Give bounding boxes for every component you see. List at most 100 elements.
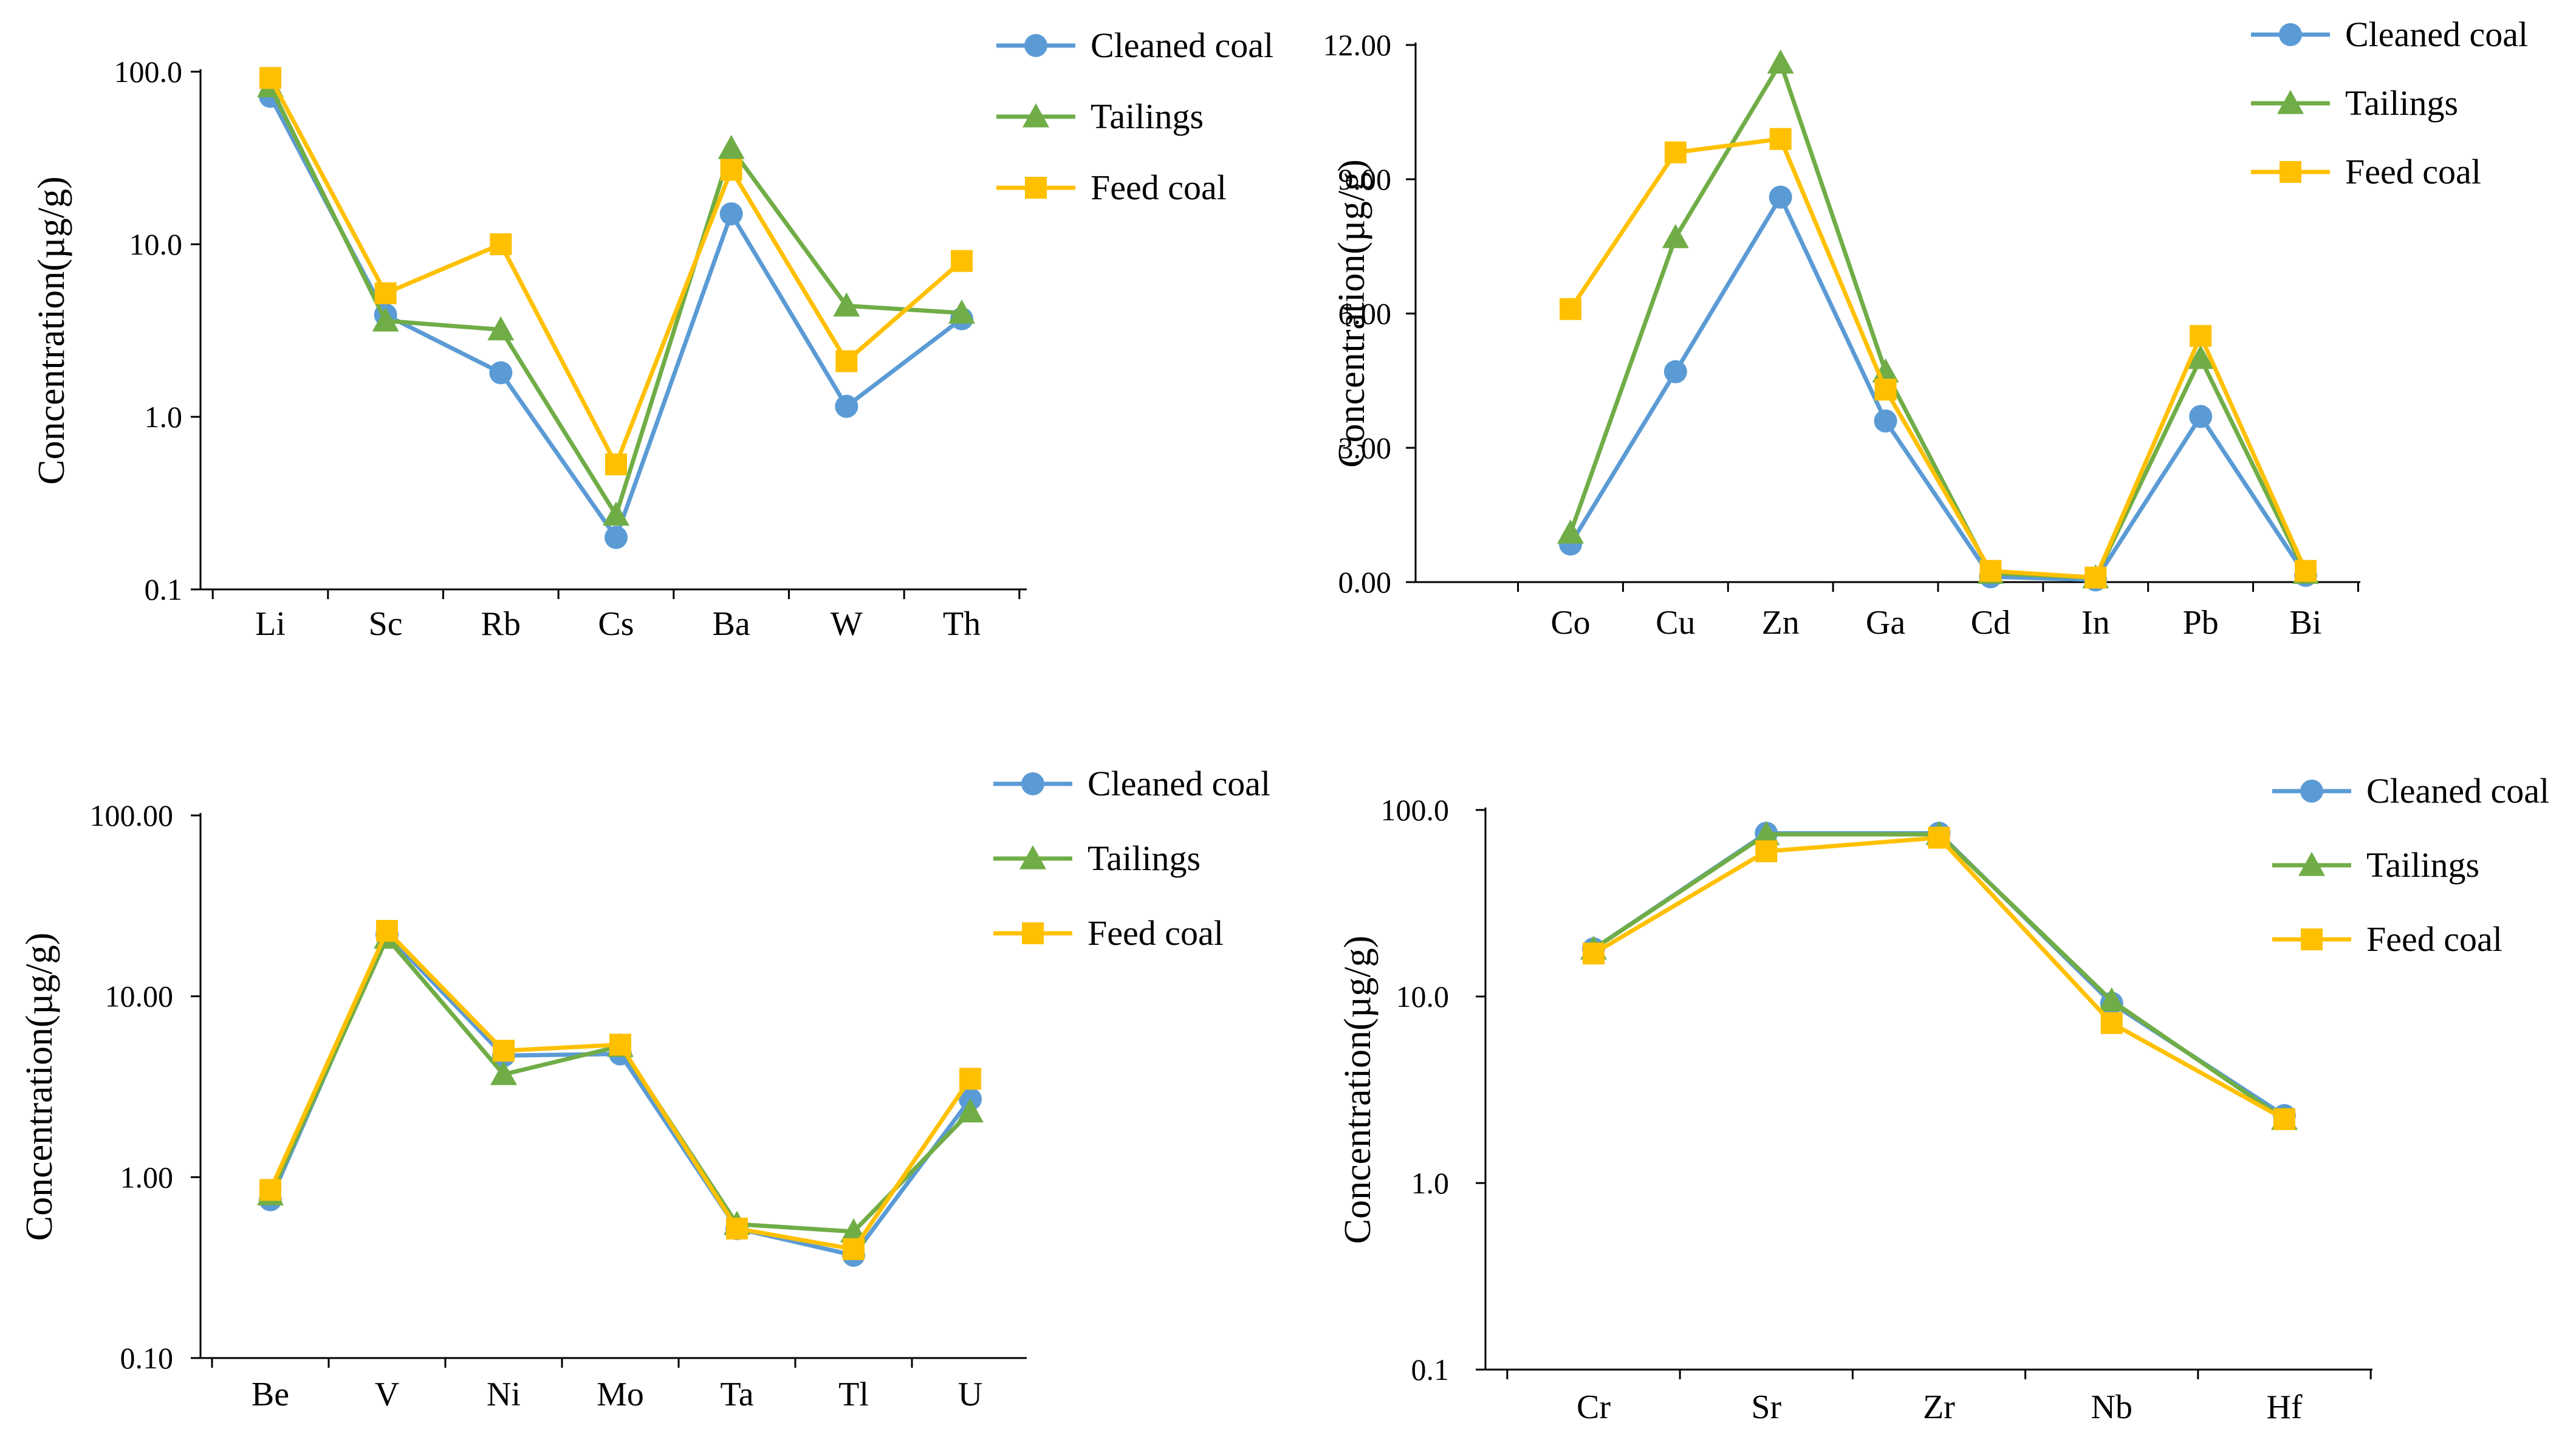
data-point (259, 1179, 281, 1201)
data-point (833, 292, 860, 317)
data-point (2273, 1108, 2295, 1130)
x-tick-label: Cs (598, 605, 634, 643)
data-point (2098, 987, 2125, 1012)
data-point (2100, 1012, 2123, 1034)
legend-marker (1021, 772, 1044, 795)
data-point (1663, 360, 1687, 383)
legend-marker (2301, 928, 2323, 950)
y-tick-label: 1.0 (1411, 1166, 1450, 1200)
x-tick-label: U (958, 1376, 982, 1413)
legend-marker (1019, 845, 1046, 870)
y-tick-label: 3.00 (1338, 431, 1392, 465)
legend-label: Cleaned coal (1091, 26, 1273, 65)
legend-label: Tailings (2345, 83, 2458, 123)
legend-label: Feed coal (2366, 919, 2502, 959)
legend-marker (2298, 852, 2325, 876)
legend-marker (1024, 34, 1047, 57)
series-line (1569, 194, 2307, 582)
data-point (2295, 560, 2317, 582)
data-point (1979, 560, 2002, 582)
legend-marker (2280, 161, 2301, 183)
data-point (726, 1217, 748, 1240)
series-line (1568, 60, 2308, 580)
data-point (1769, 185, 1792, 209)
x-tick-label: Cu (1656, 604, 1695, 642)
x-tick-label: Sr (1751, 1388, 1781, 1426)
y-tick-label: 0.1 (1411, 1353, 1450, 1387)
x-tick-label: Rb (481, 605, 521, 643)
data-point (372, 307, 399, 332)
x-tick-label: Zr (1923, 1388, 1955, 1426)
data-point (835, 350, 858, 372)
data-point (2190, 324, 2212, 347)
legend-label: Cleaned coal (2345, 15, 2528, 54)
x-tick-label: Tl (838, 1376, 869, 1413)
series-line (268, 928, 972, 1252)
data-point (2187, 345, 2215, 369)
y-tick-label: 0.00 (1338, 565, 1392, 599)
data-point (1583, 942, 1605, 965)
legend-label: Tailings (1091, 97, 1204, 136)
data-point (1769, 128, 1792, 150)
y-tick-label: 0.1 (145, 572, 183, 606)
x-tick-label: Cr (1577, 1388, 1611, 1426)
data-point (489, 361, 513, 385)
panel-top-left: 0.1 1.0 10.0 100.0 Li Sc Rb Cs Ba W Th Concentratio… (31, 26, 1273, 643)
y-axis-label: Concentration(µg/g) (1331, 159, 1372, 467)
x-tick-label: In (2081, 604, 2110, 642)
series-line (268, 936, 972, 1234)
data-point (1767, 49, 1794, 74)
data-point (376, 919, 398, 942)
y-tick-label: 6.00 (1338, 297, 1392, 331)
series-line (1569, 137, 2308, 580)
data-point (951, 250, 973, 272)
data-point (720, 159, 742, 181)
y-tick-label: 9.00 (1338, 162, 1392, 196)
legend-label: Tailings (2366, 845, 2479, 885)
y-tick-label: 100.0 (1381, 793, 1450, 827)
x-tick-label: Co (1550, 604, 1590, 642)
data-point (605, 453, 627, 476)
data-point (959, 1068, 981, 1090)
data-point (259, 67, 281, 89)
data-point (1560, 298, 1581, 320)
legend-marker (1023, 103, 1049, 128)
x-tick-label: Zn (1762, 604, 1800, 642)
y-tick-label: 1.0 (145, 400, 183, 434)
data-point (1874, 409, 1897, 433)
x-tick-label: Mo (597, 1376, 644, 1413)
legend-marker (2300, 780, 2323, 803)
x-tick-label: Sc (369, 605, 403, 643)
data-point (609, 1034, 631, 1056)
series-line (268, 932, 972, 1258)
y-tick-label: 10.0 (129, 227, 183, 261)
legend-label: Feed coal (2345, 152, 2481, 191)
series-line (268, 85, 962, 517)
data-point (835, 394, 858, 418)
data-point (719, 202, 743, 225)
data-point (843, 1238, 865, 1260)
x-tick-label: Ga (1866, 604, 1905, 642)
legend-marker (2279, 23, 2302, 46)
y-tick-label: 10.00 (105, 979, 174, 1014)
data-point (374, 282, 397, 304)
x-tick-label: Be (252, 1376, 289, 1413)
data-point (605, 526, 628, 549)
panel-top-right: 0.00 3.00 6.00 9.00 12.00 Co Cu Zn Ga Cd In Pb Bi Con… (1323, 15, 2529, 642)
y-tick-label: 1.00 (120, 1160, 174, 1194)
data-point (603, 501, 629, 526)
panel-bottom-left: 0.10 1.00 10.00 100.00 Be V Ni Mo Ta Tl U Concentra… (19, 764, 1270, 1413)
y-axis-label: Concentration(µg/g) (31, 176, 72, 484)
legend-label: Cleaned coal (2366, 771, 2549, 811)
x-tick-label: Nb (2091, 1388, 2132, 1426)
y-tick-label: 12.00 (1323, 28, 1392, 62)
data-point (1928, 826, 1950, 849)
x-tick-label: W (831, 605, 863, 643)
data-point (1755, 840, 1778, 863)
data-point (490, 1061, 517, 1085)
data-point (1557, 519, 1584, 544)
x-tick-label: Ta (720, 1376, 753, 1413)
legend-marker (2277, 90, 2304, 114)
